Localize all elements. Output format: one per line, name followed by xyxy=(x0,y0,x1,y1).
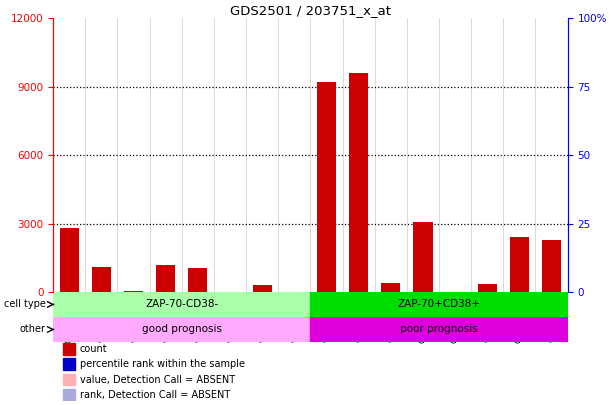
Text: value, Detection Call = ABSENT: value, Detection Call = ABSENT xyxy=(80,375,235,384)
Bar xyxy=(478,284,497,292)
Bar xyxy=(310,292,568,317)
Text: rank, Detection Call = ABSENT: rank, Detection Call = ABSENT xyxy=(80,390,230,400)
Bar xyxy=(124,291,143,292)
Text: other: other xyxy=(20,324,45,335)
Text: ZAP-70-CD38-: ZAP-70-CD38- xyxy=(145,299,218,309)
Bar xyxy=(188,268,208,292)
Bar xyxy=(60,228,79,292)
Text: cell type: cell type xyxy=(4,299,45,309)
Bar xyxy=(349,73,368,292)
Text: count: count xyxy=(80,344,108,354)
Text: good prognosis: good prognosis xyxy=(142,324,222,335)
Title: GDS2501 / 203751_x_at: GDS2501 / 203751_x_at xyxy=(230,4,391,17)
Bar xyxy=(53,317,310,342)
Bar xyxy=(542,239,561,292)
Bar xyxy=(53,292,310,317)
Bar xyxy=(252,285,272,292)
Bar xyxy=(381,283,400,292)
Bar xyxy=(317,82,336,292)
Bar xyxy=(64,374,75,386)
Bar xyxy=(64,343,75,355)
Bar xyxy=(64,358,75,370)
Text: ZAP-70+CD38+: ZAP-70+CD38+ xyxy=(398,299,480,309)
Bar xyxy=(156,264,175,292)
Bar xyxy=(64,389,75,401)
Bar xyxy=(510,237,529,292)
Text: percentile rank within the sample: percentile rank within the sample xyxy=(80,359,245,369)
Bar xyxy=(92,267,111,292)
Bar xyxy=(413,222,433,292)
Bar xyxy=(310,317,568,342)
Text: poor prognosis: poor prognosis xyxy=(400,324,478,335)
